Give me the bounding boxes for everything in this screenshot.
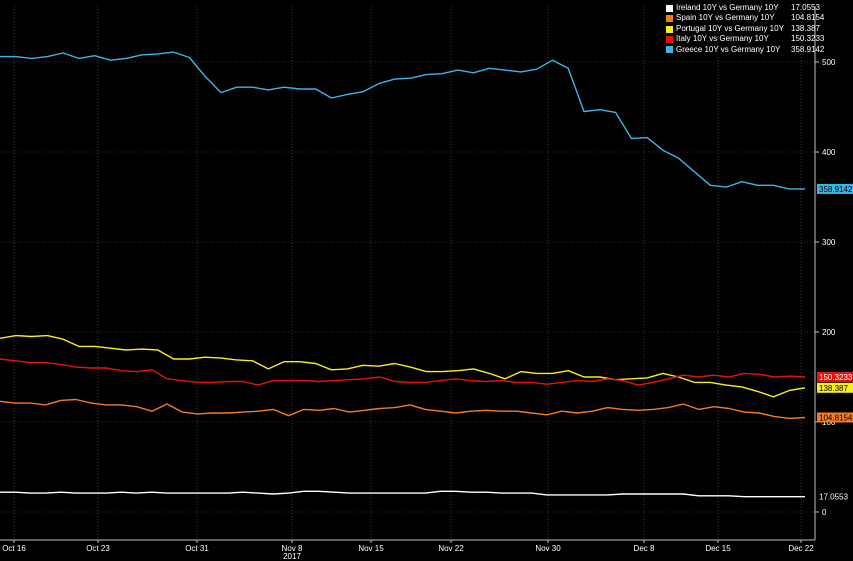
series-line-1 — [0, 398, 806, 420]
x-tick-label: Nov 30 — [535, 544, 561, 553]
legend-swatch — [666, 35, 673, 43]
legend-value: 17.0553 — [791, 3, 820, 12]
y-tick-label: 400 — [822, 148, 836, 157]
legend-label: Italy 10Y vs Germany 10Y — [676, 34, 769, 44]
x-tick-label: Oct 16 — [2, 544, 26, 553]
series-line-0 — [0, 490, 805, 498]
gridlines — [0, 6, 815, 540]
x-tick-label: Oct 31 — [185, 544, 209, 553]
legend-item-4: Greece 10Y vs Germany 10Y 358.9142 — [666, 45, 850, 55]
legend-item-1: Spain 10Y vs Germany 10Y 104.8154 — [666, 13, 850, 23]
end-label-1: 104.8154 — [817, 412, 853, 423]
series-line-3 — [0, 358, 806, 386]
x-tick-label: Oct 23 — [86, 544, 110, 553]
end-label-2: 138.387 — [817, 382, 853, 393]
end-value-labels: 17.0553 104.8154 138.387 150.3233 358.9142 — [817, 183, 853, 502]
x-tick-label: Nov 22 — [438, 544, 464, 553]
legend-value: 358.9142 — [791, 44, 825, 54]
end-label-bg — [817, 491, 853, 502]
legend-value: 150.3233 — [791, 34, 825, 44]
end-label-4: 358.9142 — [817, 183, 853, 194]
legend-label: Portugal 10Y vs Germany 10Y — [676, 23, 784, 33]
legend-swatch — [666, 15, 673, 23]
x-tick-label: Dec 8 — [634, 544, 655, 553]
legend: Ireland 10Y vs Germany 10Y 17.0553 Spain 1… — [666, 3, 850, 55]
y-tick-label: 0 — [822, 508, 827, 517]
x-tick-label: Dec 22 — [788, 544, 814, 553]
x-tick-label: Nov 8 — [282, 544, 303, 553]
end-label-bg — [817, 183, 853, 194]
end-label-0: 17.0553 — [817, 491, 853, 502]
legend-item-2: Portugal 10Y vs Germany 10Y 138.387 — [666, 24, 850, 34]
x-year-label: 2017 — [283, 552, 301, 561]
legend-value: 104.8154 — [791, 13, 825, 23]
end-label-bg — [817, 372, 853, 382]
end-label-bg — [817, 382, 853, 393]
y-tick-label: 200 — [822, 328, 836, 337]
end-label-3: 150.3233 — [817, 372, 853, 382]
series-lines — [0, 51, 806, 498]
legend-swatch — [666, 4, 673, 12]
end-label-value: 150.3233 — [819, 373, 853, 382]
end-label-bg — [817, 412, 853, 423]
legend-value: 138.387 — [791, 23, 820, 33]
end-label-value: 17.0553 — [819, 493, 848, 502]
legend-item-3: Italy 10Y vs Germany 10Y 150.3233 — [666, 34, 850, 44]
series-line-2 — [0, 334, 806, 398]
legend-swatch — [666, 25, 673, 33]
end-label-value: 138.387 — [819, 384, 848, 393]
x-tick-label: Dec 15 — [705, 544, 731, 553]
legend-label: Greece 10Y vs Germany 10Y — [676, 44, 781, 54]
series-line-4 — [0, 51, 805, 190]
x-tick-label: Nov 15 — [358, 544, 384, 553]
legend-item-0: Ireland 10Y vs Germany 10Y 17.0553 — [666, 3, 850, 13]
legend-swatch — [666, 46, 673, 54]
legend-label: Ireland 10Y vs Germany 10Y — [676, 3, 779, 12]
end-label-value: 104.8154 — [819, 414, 853, 423]
end-label-value: 358.9142 — [819, 185, 853, 194]
y-tick-label: 300 — [822, 238, 836, 247]
legend-label: Spain 10Y vs Germany 10Y — [676, 13, 775, 23]
y-tick-label: 500 — [822, 58, 836, 67]
